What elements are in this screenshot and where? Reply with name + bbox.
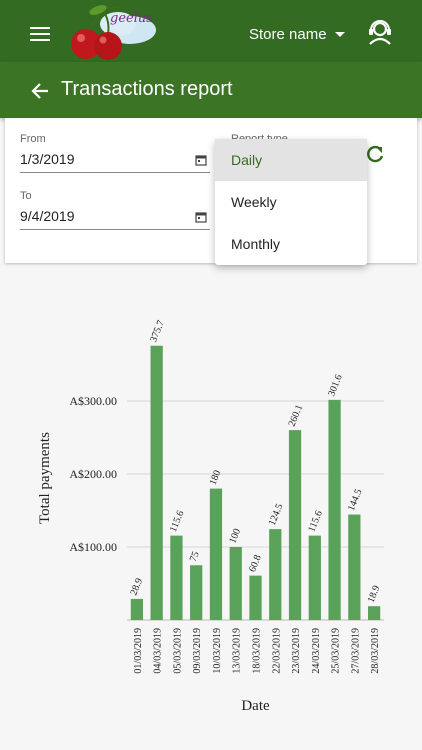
page-header: Transactions report — [0, 62, 422, 118]
from-underline — [20, 172, 210, 173]
to-label: To — [20, 190, 32, 202]
data-label: 260.1 — [287, 403, 306, 428]
chart-bar — [249, 575, 262, 620]
store-name-label: Store name — [249, 26, 327, 43]
data-label: 180 — [208, 469, 224, 487]
logo: geelus — [71, 5, 156, 60]
x-tick-label: 25/03/2019 — [331, 628, 342, 674]
data-label: 144.5 — [346, 488, 365, 513]
chart-bar — [328, 399, 341, 620]
page-title: Transactions report — [61, 78, 233, 100]
chart-bar — [130, 598, 144, 620]
y-tick-label: A$300.00 — [69, 394, 117, 408]
x-tick-label: 09/03/2019 — [192, 628, 203, 674]
chart-bar — [170, 535, 183, 620]
data-label: 60.8 — [247, 553, 264, 573]
data-label: 301.6 — [326, 373, 345, 398]
x-tick-label: 10/03/2019 — [212, 628, 223, 674]
chevron-down-icon — [334, 32, 345, 37]
chart-bar — [190, 565, 203, 620]
chart-bar — [209, 488, 223, 620]
x-tick-label: 24/03/2019 — [311, 628, 322, 674]
menu-item-monthly[interactable]: Monthly — [231, 236, 281, 252]
chart-bar — [348, 514, 361, 620]
to-underline — [20, 229, 210, 230]
data-label: 75 — [188, 550, 202, 563]
x-tick-label: 18/03/2019 — [252, 628, 263, 674]
calendar-icon[interactable] — [195, 154, 207, 166]
app-bar: geelus Store name — [0, 0, 422, 62]
to-date-field[interactable]: 9/4/2019 — [20, 208, 75, 224]
data-label: 124.5 — [267, 502, 286, 527]
data-label: 115.6 — [168, 509, 186, 534]
menu-icon[interactable] — [30, 27, 50, 41]
chart-bar — [367, 606, 381, 620]
chart-bar — [229, 547, 242, 620]
from-label: From — [20, 133, 46, 145]
store-selector[interactable]: Store name — [249, 26, 345, 43]
report-type-menu: Daily Weekly Monthly — [215, 139, 367, 265]
back-arrow-icon[interactable] — [30, 82, 50, 100]
menu-item-weekly[interactable]: Weekly — [231, 194, 277, 210]
x-axis-title: Date — [241, 698, 270, 714]
x-tick-label: 05/03/2019 — [172, 628, 183, 674]
data-label: 18.9 — [366, 584, 383, 604]
y-tick-label: A$200.00 — [69, 467, 117, 481]
x-tick-label: 04/03/2019 — [153, 628, 164, 674]
y-tick-label: A$100.00 — [69, 540, 117, 554]
x-tick-label: 13/03/2019 — [232, 628, 243, 674]
data-label: 28.9 — [128, 577, 145, 597]
chart-bar — [308, 535, 321, 620]
data-label: 115.6 — [306, 509, 324, 534]
svg-text:geelus: geelus — [110, 11, 153, 26]
refresh-icon[interactable] — [365, 144, 385, 164]
data-label: 100 — [227, 527, 243, 545]
data-label: 375.7 — [148, 319, 167, 344]
payments-chart: A$100.00 A$200.00 A$300.00 28.9 01/03/2019 37… — [37, 319, 384, 714]
user-support-icon[interactable] — [366, 18, 394, 46]
x-tick-label: 23/03/2019 — [291, 628, 302, 674]
x-tick-label: 28/03/2019 — [370, 628, 381, 674]
from-date-field[interactable]: 1/3/2019 — [20, 151, 75, 167]
calendar-icon[interactable] — [195, 211, 207, 223]
chart-bar — [288, 430, 302, 620]
x-tick-label: 27/03/2019 — [350, 628, 361, 674]
menu-item-daily[interactable]: Daily — [215, 139, 367, 181]
x-tick-label: 22/03/2019 — [271, 628, 282, 674]
x-tick-label: 01/03/2019 — [133, 628, 144, 674]
y-axis-title: Total payments — [37, 432, 53, 524]
chart-bar — [269, 529, 282, 620]
chart-bar — [150, 345, 163, 620]
